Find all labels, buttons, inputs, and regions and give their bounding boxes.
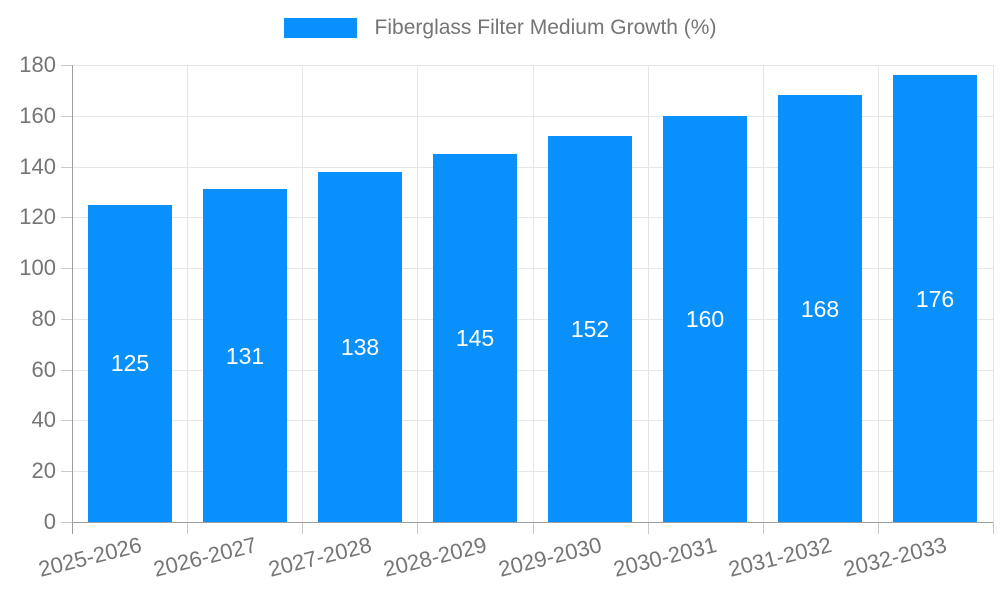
y-axis-tick [61, 166, 72, 168]
x-gridline [878, 65, 879, 522]
x-axis-tick [187, 522, 188, 534]
y-axis-tick [61, 522, 72, 523]
y-gridline [72, 65, 993, 66]
x-gridline [302, 65, 303, 522]
bar [663, 116, 747, 522]
y-axis-tick-label: 20 [31, 458, 56, 484]
bar-value-label: 152 [570, 316, 610, 342]
y-axis-tick-label: 160 [19, 102, 56, 128]
y-axis-tick-label: 100 [19, 255, 56, 281]
bar [778, 95, 862, 522]
y-axis-tick [61, 369, 72, 371]
x-axis-tick [993, 522, 994, 534]
legend-item[interactable]: Fiberglass Filter Medium Growth (%) [283, 16, 717, 40]
x-axis-line [72, 522, 993, 523]
x-gridline [533, 65, 534, 522]
y-axis-tick [61, 420, 72, 422]
y-axis-tick [61, 65, 72, 66]
bar-value-label: 168 [800, 296, 840, 322]
x-axis-tick [302, 522, 303, 534]
bar [433, 154, 517, 522]
x-gridline [417, 65, 418, 522]
bar-value-label: 138 [340, 334, 380, 360]
x-axis-tick [878, 522, 879, 534]
y-axis-tick [61, 115, 72, 117]
bar-value-label: 160 [685, 306, 725, 332]
bar-value-label: 131 [225, 343, 265, 369]
y-axis-tick [61, 217, 72, 219]
y-axis-tick-label: 80 [31, 305, 56, 331]
bar [318, 172, 402, 522]
x-axis-tick [533, 522, 534, 534]
legend-label: Fiberglass Filter Medium Growth (%) [374, 16, 717, 39]
y-gridline [72, 166, 993, 168]
y-axis-tick-label: 180 [19, 52, 56, 77]
bar-value-label: 176 [915, 286, 955, 312]
y-axis-tick-label: 140 [19, 153, 56, 179]
y-axis-line [72, 65, 73, 522]
y-axis-tick [61, 318, 72, 320]
x-gridline [763, 65, 764, 522]
bar [88, 205, 172, 522]
legend-swatch [283, 18, 357, 38]
legend: Fiberglass Filter Medium Growth (%) [0, 16, 1000, 40]
y-axis-tick-label: 120 [19, 204, 56, 230]
y-gridline [72, 115, 993, 117]
x-axis-tick [763, 522, 764, 534]
y-gridline [72, 318, 993, 320]
y-axis-tick [61, 471, 72, 473]
y-gridline [72, 471, 993, 473]
y-gridline [72, 420, 993, 422]
x-gridline [187, 65, 188, 522]
bar [203, 189, 287, 522]
x-axis-tick [72, 522, 73, 534]
y-axis-tick-label: 40 [31, 407, 56, 433]
y-axis-tick-label: 60 [31, 356, 56, 382]
x-gridline [648, 65, 649, 522]
y-axis-tick-label: 0 [43, 509, 56, 534]
bar-value-label: 145 [455, 325, 495, 351]
bar [548, 136, 632, 522]
plot-area: 0 20 40 60 80 100 120 140 160 180 125 2025-2026 131 2… [19, 52, 994, 582]
y-axis-tick [61, 268, 72, 270]
y-gridline [72, 369, 993, 371]
y-gridline [72, 268, 993, 270]
x-axis-tick [648, 522, 649, 534]
bar [893, 75, 977, 522]
x-axis-tick [417, 522, 418, 534]
y-gridline [72, 217, 993, 219]
bar-value-label: 125 [110, 350, 150, 376]
x-gridline [993, 65, 994, 522]
